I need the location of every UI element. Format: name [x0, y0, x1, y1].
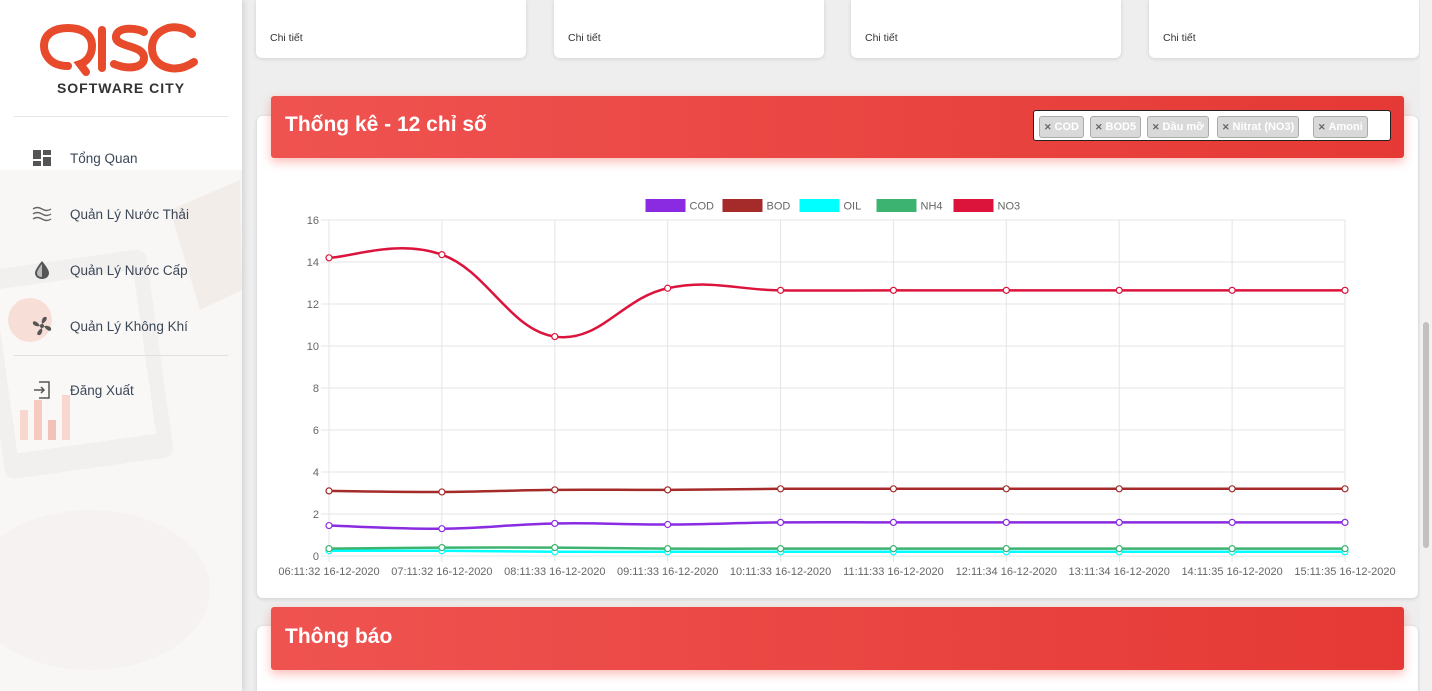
detail-link[interactable]: Chi tiết: [1163, 32, 1196, 44]
logout-icon: [32, 380, 52, 400]
tag-label: Dầu mỡ: [1162, 121, 1204, 133]
stats-title: Thống kê - 12 chỉ số: [285, 113, 487, 136]
tag-label: COD: [1054, 121, 1079, 133]
sidebar-item-label: Quản Lý Nước Thải: [70, 206, 189, 222]
tag-dau-mo[interactable]: ✕ Dầu mỡ: [1147, 116, 1209, 138]
sidebar-item-label: Tổng Quan: [70, 150, 138, 166]
tag-amoni[interactable]: ✕ Amoni: [1313, 116, 1368, 138]
stat-card: Chi tiết: [851, 0, 1121, 58]
dashboard-icon: [32, 148, 52, 168]
sidebar-item-label: Quản Lý Không Khí: [70, 318, 188, 334]
logo-divider: [14, 116, 228, 117]
remove-tag-icon[interactable]: ✕: [1222, 121, 1230, 132]
notification-title: Thông báo: [285, 625, 393, 648]
tag-nitrat[interactable]: ✕ Nitrat (NO3): [1217, 116, 1300, 138]
stat-card: Chi tiết: [1149, 0, 1419, 58]
waves-icon: [32, 204, 52, 224]
notification-card-header: Thông báo: [271, 607, 1404, 670]
tag-bod5[interactable]: ✕ BOD5: [1090, 116, 1142, 138]
sidebar-item-label: Quản Lý Nước Cấp: [70, 262, 188, 278]
remove-tag-icon[interactable]: ✕: [1095, 121, 1103, 132]
indicator-multiselect[interactable]: ✕ COD ✕ BOD5 ✕ Dầu mỡ ✕ Nitrat (NO3) ✕ Amoni: [1033, 110, 1391, 141]
water-drop-icon: [32, 260, 52, 280]
logo: SOFTWARE CITY: [28, 14, 214, 104]
remove-tag-icon[interactable]: ✕: [1044, 121, 1052, 132]
fan-icon: [32, 316, 52, 336]
page-scrollbar[interactable]: [1420, 0, 1432, 691]
stat-card: Chi tiết: [256, 0, 526, 58]
sidebar-item-tong-quan[interactable]: Tổng Quan: [0, 130, 242, 186]
sidebar-item-quan-ly-khong-khi[interactable]: Quản Lý Không Khí: [0, 298, 242, 354]
sidebar-item-quan-ly-nuoc-thai[interactable]: Quản Lý Nước Thải: [0, 186, 242, 242]
logo-subtitle: SOFTWARE CITY: [56, 80, 186, 96]
detail-link[interactable]: Chi tiết: [270, 32, 303, 44]
sidebar: SOFTWARE CITY Tổng Quan Quản Lý Nước Thả…: [0, 0, 242, 691]
remove-tag-icon[interactable]: ✕: [1152, 121, 1160, 132]
tag-cod[interactable]: ✕ COD: [1039, 116, 1084, 138]
sidebar-item-label: Đăng Xuất: [70, 382, 134, 398]
sidebar-item-quan-ly-nuoc-cap[interactable]: Quản Lý Nước Cấp: [0, 242, 242, 298]
sidebar-background-image: [0, 170, 242, 691]
sidebar-menu: Tổng Quan Quản Lý Nước Thải Quản Lý Nước…: [0, 130, 242, 418]
tag-label: BOD5: [1105, 121, 1137, 133]
tag-label: Amoni: [1328, 121, 1363, 133]
menu-divider: [14, 355, 228, 356]
detail-link[interactable]: Chi tiết: [865, 32, 898, 44]
stats-card: [257, 116, 1418, 598]
stats-card-header: Thống kê - 12 chỉ số ✕ COD ✕ BOD5 ✕ Dầu mỡ …: [271, 96, 1404, 158]
detail-link[interactable]: Chi tiết: [568, 32, 601, 44]
logo-mark: [40, 23, 198, 76]
tag-label: Nitrat (NO3): [1232, 121, 1295, 133]
sidebar-item-dang-xuat[interactable]: Đăng Xuất: [0, 362, 242, 418]
stat-card: Chi tiết: [554, 0, 824, 58]
scrollbar-thumb[interactable]: [1423, 322, 1429, 548]
remove-tag-icon[interactable]: ✕: [1318, 121, 1326, 132]
